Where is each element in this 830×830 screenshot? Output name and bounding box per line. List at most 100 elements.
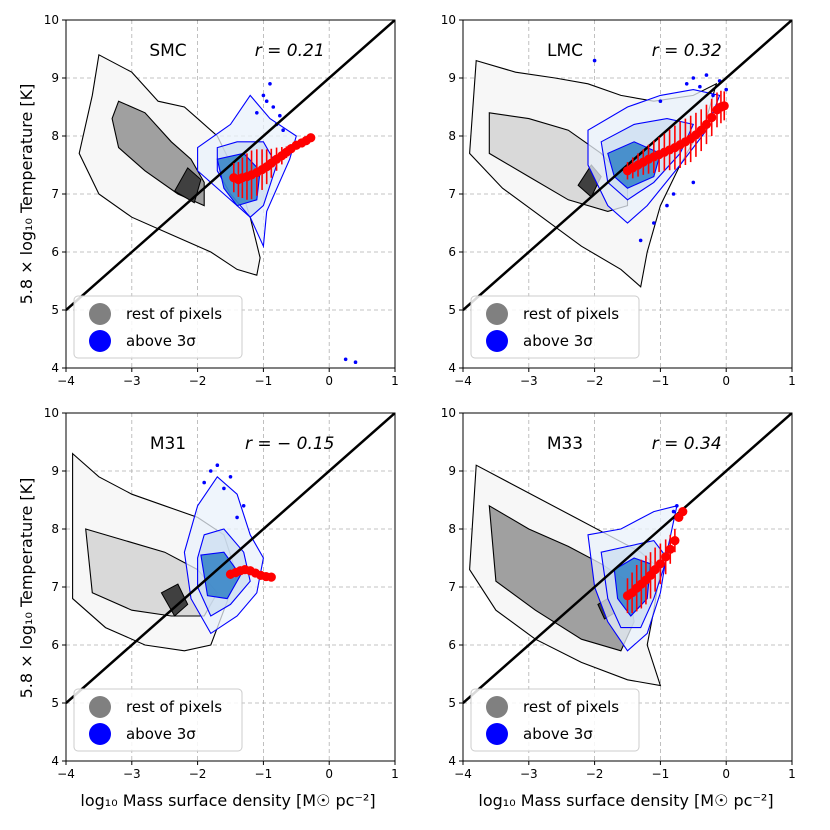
- red-point: [266, 572, 276, 582]
- one-to-one-line: [66, 413, 395, 704]
- panel-m33: −4 −3 −2 −1 0 1 4 5 6 7 8 9 10 M33 r = 0.34 rest of pix…: [441, 406, 796, 781]
- panel-lmc: −4 −3 −2 −1 0 1 4 5 6 7 8 9 10 LMC r = 0.32 rest of pix…: [441, 13, 796, 388]
- y-tick-label: 5: [51, 303, 59, 317]
- correlation-label: r = 0.32: [652, 41, 722, 61]
- plot-area: [66, 413, 395, 761]
- y-tick-label: 4: [448, 361, 456, 375]
- blue-point: [208, 469, 213, 473]
- legend-label-rest: rest of pixels: [126, 698, 222, 716]
- legend-label-rest: rest of pixels: [523, 698, 619, 716]
- y-tick-label: 4: [51, 361, 59, 375]
- x-tick-label: 1: [391, 374, 399, 388]
- legend-marker-gray: [486, 303, 508, 325]
- x-tick-label: 0: [325, 767, 333, 781]
- red-point: [707, 112, 717, 123]
- y-axis-label-bottom: 5.8 × log₁₀ Temperature [K]: [17, 478, 36, 699]
- x-axis-label-right: log₁₀ Mass surface density [M☉ pc⁻²]: [478, 791, 773, 810]
- blue-point: [658, 99, 663, 103]
- legend-label-above: above 3σ: [523, 725, 593, 743]
- y-tick-label: 4: [51, 754, 59, 768]
- legend-label-rest: rest of pixels: [523, 305, 619, 323]
- x-tick-label: 1: [788, 767, 796, 781]
- x-tick-label: −2: [586, 767, 604, 781]
- red-point: [665, 544, 675, 554]
- y-tick-label: 9: [448, 464, 456, 478]
- plot-area: [463, 20, 792, 368]
- legend-marker-blue: [486, 723, 508, 745]
- one-to-one-line: [66, 20, 395, 311]
- legend-box: [73, 295, 243, 359]
- blue-point: [671, 509, 676, 514]
- y-tick-label: 8: [448, 129, 456, 143]
- blue-point: [281, 128, 285, 132]
- blue-point: [691, 76, 696, 80]
- legend-label-rest: rest of pixels: [126, 305, 222, 323]
- blue-point: [343, 357, 348, 362]
- red-point: [661, 552, 671, 562]
- x-tick-label: 1: [391, 767, 399, 781]
- x-axis-label-left: log₁₀ Mass surface density [M☉ pc⁻²]: [80, 791, 375, 810]
- y-tick-label: 5: [448, 696, 456, 710]
- gray-contour-core: [160, 583, 189, 617]
- legend: rest of pixels above 3σ: [73, 295, 243, 359]
- blue-point: [271, 105, 276, 109]
- y-tick-label: 5: [448, 303, 456, 317]
- blue-point: [592, 58, 597, 63]
- blue-point: [261, 93, 266, 98]
- y-tick-label: 6: [448, 245, 456, 259]
- blue-point: [711, 93, 715, 98]
- legend-box: [470, 295, 640, 359]
- y-tick-label: 6: [448, 638, 456, 652]
- legend: rest of pixels above 3σ: [73, 688, 243, 752]
- x-tick-label: −4: [454, 767, 472, 781]
- blue-contour-core: [200, 551, 242, 600]
- y-tick-label: 10: [44, 13, 59, 27]
- y-tick-label: 8: [51, 129, 59, 143]
- one-to-one-line: [463, 413, 792, 704]
- legend-marker-gray: [89, 696, 111, 718]
- x-tick-label: −3: [520, 374, 538, 388]
- x-tick-label: −4: [57, 767, 75, 781]
- y-tick-label: 8: [51, 522, 59, 536]
- galaxy-name: SMC: [149, 41, 186, 61]
- y-tick-label: 7: [448, 580, 456, 594]
- blue-point: [222, 486, 226, 491]
- x-tick-label: −3: [520, 767, 538, 781]
- x-tick-label: −2: [189, 374, 207, 388]
- blue-point: [268, 82, 272, 86]
- galaxy-name: LMC: [547, 41, 583, 61]
- plot-area: [66, 20, 395, 368]
- y-tick-label: 9: [51, 464, 59, 478]
- red-point: [701, 119, 712, 129]
- blue-point: [228, 475, 233, 479]
- red-point: [719, 101, 729, 111]
- plot-area: [463, 413, 792, 761]
- blue-point: [278, 113, 282, 118]
- red-point: [306, 133, 316, 143]
- y-tick-label: 6: [51, 245, 59, 259]
- legend-label-above: above 3σ: [126, 725, 196, 743]
- blue-point: [652, 221, 656, 225]
- red-point: [670, 536, 680, 546]
- correlation-label: r = 0.34: [652, 434, 722, 454]
- blue-point: [241, 504, 246, 508]
- x-tick-label: 0: [722, 767, 730, 781]
- panel-m31: −4 −3 −2 −1 0 1 4 5 6 7 8 9 10 M31 r = − 0.15 rest of p…: [44, 406, 399, 781]
- galaxy-name: M31: [150, 434, 186, 454]
- legend-box: [470, 688, 640, 752]
- legend-marker-gray: [89, 303, 111, 325]
- y-tick-label: 10: [441, 406, 456, 420]
- legend-marker-gray: [486, 696, 508, 718]
- blue-point: [264, 99, 269, 103]
- blue-point: [255, 111, 259, 115]
- legend-marker-blue: [486, 330, 508, 352]
- legend-label-above: above 3σ: [126, 332, 196, 350]
- red-point: [655, 559, 666, 569]
- x-tick-label: −3: [123, 374, 141, 388]
- y-tick-label: 5: [51, 696, 59, 710]
- gray-contour-core: [173, 167, 202, 204]
- legend: rest of pixels above 3σ: [470, 295, 640, 359]
- correlation-label: r = − 0.15: [245, 434, 335, 454]
- y-tick-label: 9: [51, 71, 59, 85]
- blue-point: [665, 203, 669, 208]
